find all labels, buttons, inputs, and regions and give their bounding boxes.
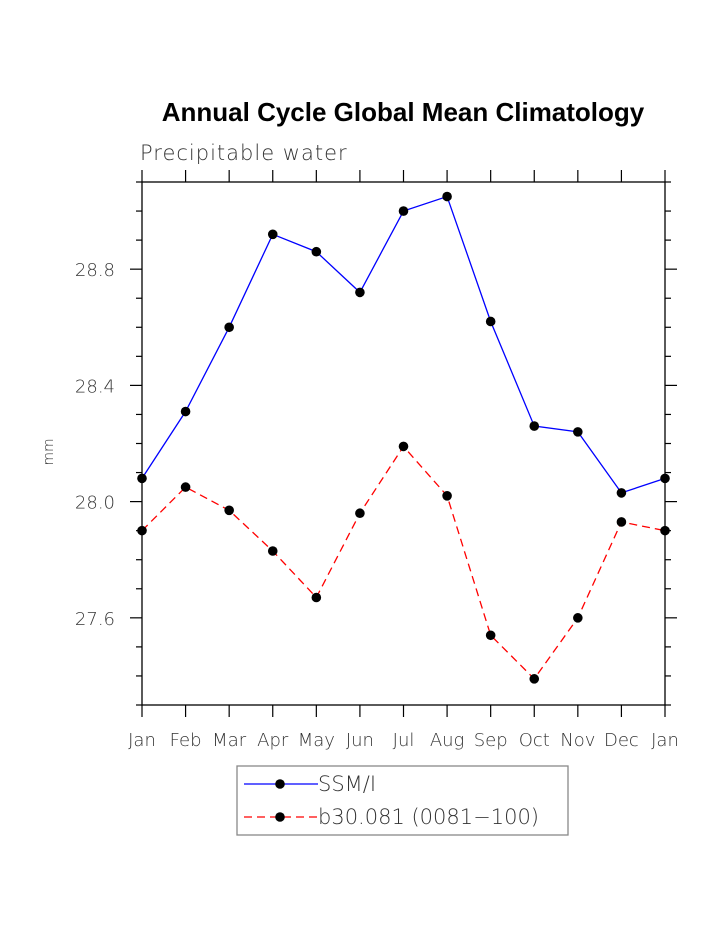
data-point <box>311 592 322 603</box>
data-point <box>442 191 452 202</box>
data-point <box>573 427 583 437</box>
y-tick-label: 28.8 <box>75 260 115 281</box>
x-tick-label: Jul <box>393 730 415 751</box>
series-layer <box>137 191 670 684</box>
legend-marker-b30 <box>275 812 285 822</box>
data-point <box>267 229 278 240</box>
x-tick-label: Oct <box>519 730 550 751</box>
y-axis-label: mm <box>41 438 57 465</box>
legend: SSM/I b30.081 (0081−100) <box>236 765 569 836</box>
x-tick-label: Jan <box>651 730 679 751</box>
data-point <box>398 441 409 452</box>
data-point <box>224 322 234 333</box>
axis-ticks <box>130 170 677 717</box>
y-tick-label: 27.6 <box>75 609 115 630</box>
y-tick-labels: 27.6 28.0 28.4 28.8 <box>75 260 115 630</box>
data-point <box>529 421 540 431</box>
legend-label-ssmi: SSM/I <box>318 772 376 796</box>
x-tick-label: Sep <box>474 730 508 751</box>
legend-marker-ssmi <box>275 779 285 789</box>
data-point <box>573 613 583 623</box>
data-point <box>224 505 234 516</box>
data-point <box>137 473 147 484</box>
x-tick-label: Nov <box>560 730 595 751</box>
data-point <box>616 517 627 527</box>
chart-subtitle: Precipitable water <box>140 141 348 165</box>
x-tick-label: May <box>298 730 335 751</box>
legend-label-b30: b30.081 (0081−100) <box>318 805 539 829</box>
x-tick-label: Apr <box>257 730 289 751</box>
data-point <box>267 546 278 556</box>
x-tick-label: Aug <box>430 730 465 751</box>
data-point <box>660 525 670 536</box>
data-point <box>398 206 409 216</box>
x-tick-label: Dec <box>604 730 639 751</box>
legend-box <box>236 765 569 836</box>
data-point <box>442 491 452 501</box>
data-point <box>355 287 365 298</box>
data-point <box>180 482 191 492</box>
y-tick-label: 28.0 <box>75 493 115 514</box>
data-point <box>355 508 365 519</box>
data-point <box>311 246 322 257</box>
y-tick-label: 28.4 <box>75 376 115 397</box>
x-tick-label: Mar <box>212 730 247 751</box>
x-tick-label: Feb <box>170 730 202 751</box>
data-point <box>529 674 540 684</box>
data-point <box>616 488 627 498</box>
data-point <box>137 525 147 536</box>
data-point <box>485 630 496 641</box>
data-point <box>660 473 670 484</box>
x-tick-label: Jan <box>128 730 156 751</box>
x-tick-label: Jun <box>346 730 374 751</box>
chart-title: Annual Cycle Global Mean Climatology <box>162 97 645 127</box>
data-point <box>485 316 496 327</box>
series-line-1 <box>141 445 666 680</box>
data-point <box>180 406 191 417</box>
x-tick-labels: Jan Feb Mar Apr May Jun Jul Aug Sep Oct Nov Dec Jan <box>128 730 679 751</box>
